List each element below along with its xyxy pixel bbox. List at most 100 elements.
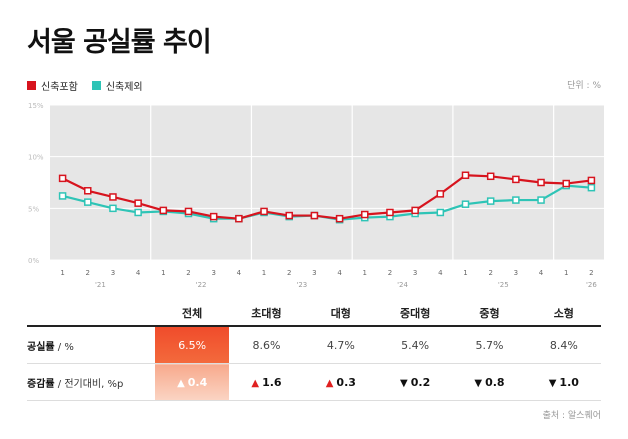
x-year-label: '25 (498, 281, 509, 289)
chart-legend: 신축포함 신축제외 (27, 78, 157, 93)
data-point-excl-new (587, 183, 596, 192)
data-point-incl-new (285, 211, 293, 220)
cell-vacancy-extra-large: 8.6% (229, 326, 304, 364)
plot-background (50, 105, 604, 260)
arrow-up-icon: ▲ (251, 377, 260, 389)
x-year-label: '24 (397, 281, 408, 289)
y-tick-label: 15% (28, 102, 44, 110)
data-point-incl-new (537, 178, 545, 187)
cell-change-extra-large-value: 1.6 (262, 375, 282, 389)
cell-change-medium: ▼ 0.8 (452, 363, 527, 401)
arrow-up-icon: ▲ (177, 377, 185, 389)
data-point-incl-new (159, 206, 168, 215)
table-header-small: 소형 (526, 300, 601, 327)
table-header-large: 대형 (303, 300, 378, 327)
table-header-mid-large: 중대형 (377, 300, 453, 327)
x-year-label: '21 (95, 281, 106, 289)
data-point-incl-new (512, 175, 520, 184)
data-point-incl-new (58, 174, 67, 183)
data-point-incl-new (486, 172, 495, 181)
legend-swatch-incl-new (27, 81, 36, 90)
cell-vacancy-total: 6.5% (155, 326, 230, 364)
x-tick-label: 1 (463, 269, 467, 277)
x-tick-label: 2 (86, 269, 90, 277)
x-tick-label: 3 (211, 269, 215, 277)
x-tick-label: 2 (488, 269, 492, 277)
arrow-up-icon: ▲ (325, 377, 334, 389)
series-line-incl-new (62, 174, 592, 220)
data-point-incl-new (134, 199, 142, 207)
data-point-incl-new (184, 207, 193, 216)
y-tick-label: 0% (28, 257, 39, 265)
cell-change-large: ▲ 0.3 (303, 363, 378, 401)
x-tick-label: 3 (514, 269, 518, 277)
x-year-label: '22 (196, 281, 207, 289)
page-title: 서울 공실률 추이 (27, 27, 212, 58)
data-point-incl-new (436, 190, 445, 198)
data-point-incl-new (461, 171, 470, 180)
data-point-excl-new (486, 197, 495, 205)
table-row-change: 증감률 / 전기대비, %p ▲ 0.4 ▲ 1.6 ▲ 0.3 ▼ 0.2 ▼ 0.8 … (27, 363, 601, 401)
x-tick-label: 1 (161, 269, 165, 277)
data-point-excl-new (109, 204, 117, 213)
row-label-change: 증감률 / 전기대비, %p (27, 363, 155, 401)
data-point-incl-new (361, 210, 369, 219)
legend-item-excl-new: 신축제외 (91, 78, 143, 93)
data-point-excl-new (84, 198, 92, 206)
unit-label: 단위 : % (567, 81, 601, 91)
data-point-incl-new (411, 206, 419, 215)
legend-item-incl-new: 신축포함 (27, 78, 78, 93)
x-tick-label: 2 (388, 269, 392, 277)
source-label: 출처 : 알스퀘어 (542, 411, 601, 421)
y-tick-label: 5% (28, 205, 39, 213)
x-tick-label: 3 (111, 269, 115, 277)
cell-change-small-value: 1.0 (559, 375, 579, 389)
table-row-vacancy: 공실률 / % 6.5% 8.6% 4.7% 5.4% 5.7% 8.4% (27, 326, 601, 364)
x-tick-label: 4 (337, 269, 342, 277)
cell-change-total: ▲ 0.4 (155, 363, 230, 401)
arrow-down-icon: ▼ (548, 377, 557, 389)
data-point-excl-new (58, 192, 67, 200)
data-point-incl-new (260, 207, 268, 216)
data-point-excl-new (134, 208, 142, 217)
data-point-incl-new (386, 208, 394, 217)
data-point-excl-new (436, 208, 445, 217)
cell-change-small: ▼ 1.0 (526, 363, 601, 401)
row-label-change-unit: / 전기대비, %p (54, 378, 124, 390)
data-point-incl-new (109, 193, 117, 201)
data-point-incl-new (235, 214, 243, 223)
data-point-incl-new (84, 187, 92, 195)
x-tick-label: 4 (237, 269, 242, 277)
cell-change-extra-large: ▲ 1.6 (229, 363, 304, 401)
cell-vacancy-mid-large: 5.4% (377, 326, 453, 364)
x-tick-label: 1 (262, 269, 266, 277)
y-tick-label: 10% (28, 154, 44, 162)
arrow-down-icon: ▼ (400, 377, 408, 389)
x-tick-label: 1 (60, 269, 64, 277)
cell-change-mid-large: ▼ 0.2 (377, 363, 453, 401)
data-point-excl-new (461, 200, 470, 208)
data-point-incl-new (562, 179, 570, 188)
x-year-label: '26 (586, 281, 597, 289)
table-header-corner (27, 300, 155, 327)
legend-label-excl-new: 신축제외 (105, 82, 143, 93)
row-label-change-main: 증감률 (27, 378, 55, 390)
legend-label-incl-new: 신축포함 (41, 82, 78, 93)
table-header-total: 전체 (155, 300, 230, 327)
x-tick-label: 2 (287, 269, 291, 277)
x-tick-label: 1 (564, 269, 568, 277)
x-year-label: '23 (296, 281, 307, 289)
data-point-excl-new (537, 196, 545, 204)
table-header-extra-large: 초대형 (229, 300, 304, 327)
x-tick-label: 4 (539, 269, 544, 277)
x-tick-label: 2 (186, 269, 190, 277)
cell-vacancy-small: 8.4% (526, 326, 601, 364)
x-tick-label: 1 (363, 269, 367, 277)
cell-change-large-value: 0.3 (336, 375, 356, 389)
x-tick-label: 4 (136, 269, 141, 277)
data-point-incl-new (310, 211, 319, 220)
x-tick-label: 3 (413, 269, 417, 277)
vacancy-table: 전체 초대형 대형 중대형 중형 소형 공실률 / % 6.5% 8.6% 4.… (27, 300, 601, 401)
row-label-vacancy-unit: / % (54, 341, 74, 353)
arrow-down-icon: ▼ (474, 377, 483, 389)
